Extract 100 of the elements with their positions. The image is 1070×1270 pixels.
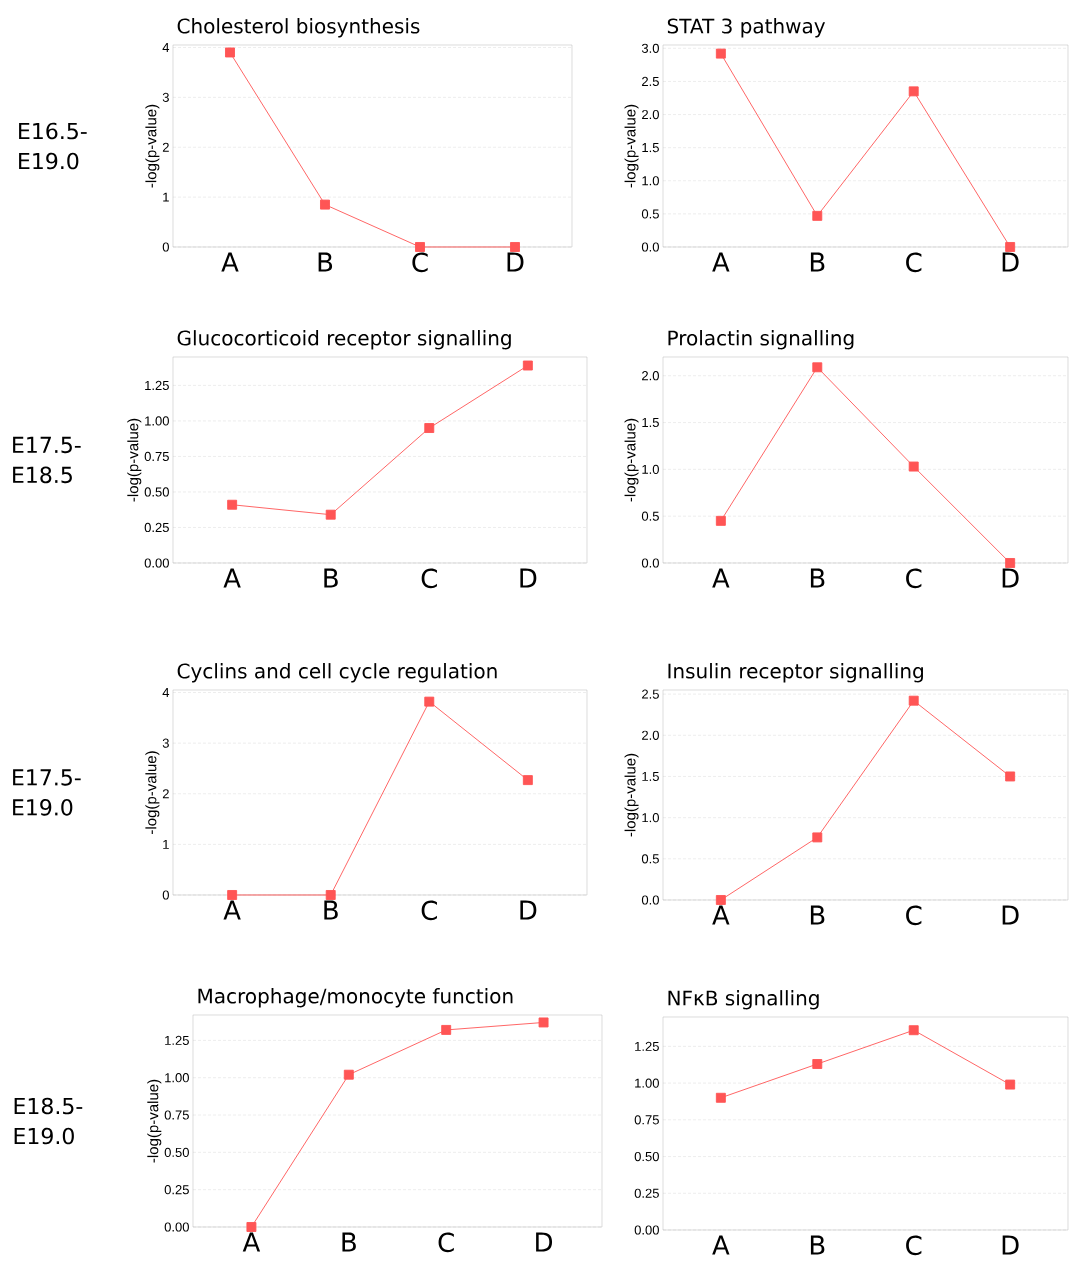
point	[715, 1092, 726, 1103]
y-tick-label: 0	[162, 242, 169, 252]
x-tick-label: A	[712, 568, 730, 588]
point	[522, 360, 533, 371]
x-tick-label: D	[520, 568, 537, 588]
text: E16.5-E19.0	[19, 122, 87, 170]
y-tick-label: 0.0	[641, 242, 659, 252]
point	[225, 47, 235, 58]
y-tick-label: 4	[162, 43, 170, 52]
y-tick-label: 2.5	[642, 76, 659, 87]
y-axis-title: -log(p-value)	[145, 751, 160, 834]
x-tick-label: B	[810, 568, 825, 588]
x-tick-label: C	[906, 568, 922, 589]
y-axis-title: -log(p-value)	[145, 104, 160, 188]
point	[715, 895, 726, 905]
y-tick-label: 0.75	[634, 1115, 659, 1125]
y-tick-label: 1.5	[642, 418, 659, 428]
y-tick-label: 1.0	[642, 464, 659, 474]
y-tick-label: 2.0	[642, 109, 659, 120]
point	[441, 1024, 452, 1035]
y-tick-label: 1.5	[642, 143, 659, 153]
chart-title: Prolactin signalling	[668, 330, 854, 350]
point	[908, 461, 919, 472]
y-tick-label: 1.00	[145, 416, 169, 426]
chart-title: Cholesterol biosynthesis	[177, 18, 420, 38]
y-tick-label: 0.50	[164, 1147, 189, 1157]
y-axis-title: -log(p-value)	[147, 1079, 162, 1163]
x-tick-label: D	[1002, 252, 1019, 272]
y-tick-label: 0	[162, 890, 169, 900]
x-tick-label: A	[223, 900, 241, 920]
y-tick-label: 0.00	[164, 1222, 189, 1232]
x-tick-label: C	[412, 252, 428, 273]
point	[424, 423, 435, 433]
point	[510, 242, 520, 252]
x-tick-label: D	[1002, 905, 1019, 925]
point	[715, 515, 726, 526]
chart-title: Macrophage/monocyte function	[198, 988, 513, 1008]
y-tick-label: 1.25	[635, 1041, 659, 1051]
x-tick-label: B	[810, 252, 825, 272]
text: E17.5-E19.0	[13, 769, 81, 816]
text: E17.5-E18.5	[13, 436, 81, 484]
x-tick-label: D	[1002, 1235, 1019, 1255]
y-tick-label: 1.5	[642, 771, 659, 781]
y-axis-title: -log(p-value)	[624, 418, 639, 502]
chart-title: Glucocorticoid receptor signalling	[177, 330, 511, 350]
x-tick-label: B	[810, 1235, 825, 1255]
point	[424, 696, 435, 707]
x-tick-label: D	[536, 1232, 553, 1252]
point	[343, 1069, 354, 1080]
point	[227, 890, 238, 900]
chart-title: Insulin receptor signalling	[668, 663, 923, 683]
point	[812, 1059, 823, 1069]
y-tick-label: 1.25	[145, 380, 169, 391]
text: E18.5-E19.0	[14, 1097, 83, 1145]
point	[908, 1025, 919, 1036]
y-tick-label: 0.5	[641, 854, 659, 864]
point	[320, 199, 330, 210]
x-tick-label: B	[810, 905, 825, 925]
y-tick-label: 1.0	[642, 176, 659, 186]
y-tick-label: 0.5	[641, 209, 659, 219]
y-tick-label: 3	[162, 738, 169, 748]
point	[908, 86, 919, 97]
y-tick-label: 2	[162, 142, 169, 152]
point	[812, 362, 823, 373]
point	[908, 695, 919, 706]
point	[325, 509, 336, 520]
x-tick-label: C	[906, 1235, 922, 1256]
y-tick-label: 3	[162, 92, 169, 102]
x-tick-label: A	[712, 905, 730, 925]
y-tick-label: 0.00	[634, 1225, 659, 1235]
y-tick-label: 0.25	[634, 1188, 659, 1198]
chart-title: Cyclins and cell cycle regulation	[177, 663, 497, 683]
x-tick-label: D	[1002, 568, 1019, 588]
point	[715, 48, 726, 59]
y-tick-label: 2	[162, 789, 169, 799]
y-tick-label: 1.0	[642, 813, 659, 823]
y-tick-label: 4	[162, 688, 170, 697]
point	[812, 832, 823, 843]
x-tick-label: B	[318, 252, 333, 272]
y-tick-label: 1	[163, 192, 169, 202]
chart-title: STAT 3 pathway	[667, 18, 826, 38]
x-tick-label: A	[712, 252, 730, 272]
y-tick-label: 1.25	[165, 1035, 189, 1045]
point	[246, 1222, 257, 1232]
x-tick-label: B	[342, 1232, 356, 1252]
point	[1005, 242, 1016, 252]
y-tick-label: 0.00	[144, 558, 169, 568]
x-tick-label: B	[324, 568, 338, 588]
x-tick-label: C	[421, 900, 437, 921]
y-tick-label: 0.0	[641, 895, 659, 905]
chart-title: NFκB signalling	[668, 990, 819, 1010]
y-axis-title: -log(p-value)	[624, 753, 639, 837]
x-tick-label: C	[906, 252, 922, 273]
point	[227, 499, 238, 510]
x-tick-label: A	[712, 1235, 730, 1255]
x-tick-label: A	[242, 1232, 261, 1252]
y-tick-label: 0.50	[144, 487, 169, 497]
y-axis-title: -log(p-value)	[624, 104, 639, 188]
y-tick-label: 0.25	[144, 522, 169, 533]
x-tick-label: D	[520, 900, 537, 920]
